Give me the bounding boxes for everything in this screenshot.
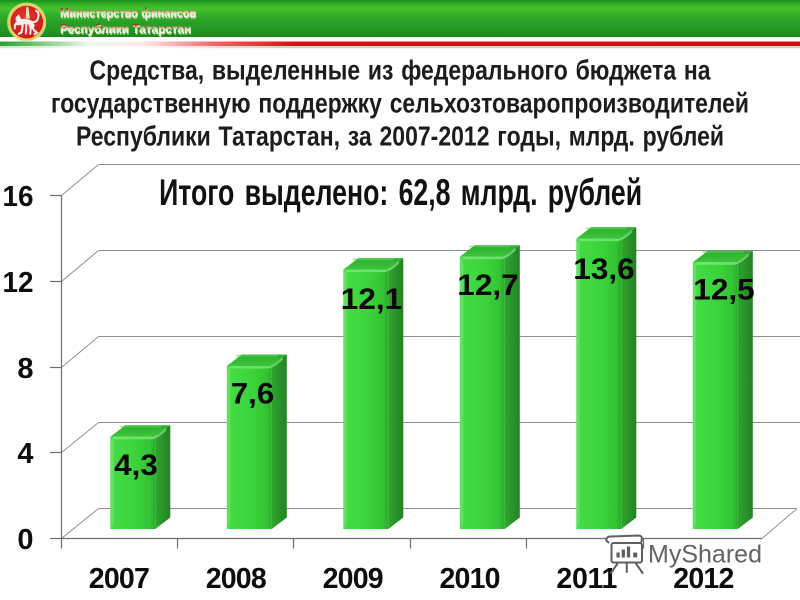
svg-text:финансов: финансов [141,5,196,20]
svg-text:на: на [684,55,711,86]
svg-text:12,5: 12,5 [693,273,754,306]
svg-text:12,7: 12,7 [457,269,518,302]
svg-text:Республики: Республики [60,21,129,36]
svg-text:2011: 2011 [556,563,617,595]
svg-text:сельхозтоваропроизводителей: сельхозтоваропроизводителей [390,88,749,119]
svg-text:Средства,: Средства, [90,55,205,86]
svg-text:выделенные: выделенные [212,55,360,86]
svg-text:Татарстан: Татарстан [133,22,192,37]
svg-text:0: 0 [17,524,33,556]
svg-text:16: 16 [3,181,34,213]
svg-text:федерального: федерального [401,55,568,86]
svg-text:MyShared: MyShared [648,541,762,569]
svg-text:4: 4 [17,438,33,470]
svg-text:бюджета: бюджета [576,55,677,86]
svg-text:за: за [348,121,372,152]
svg-text:Татарстан: Татарстан [132,21,191,36]
svg-text:7,6: 7,6 [231,378,274,411]
svg-text:рублей: рублей [548,172,642,213]
svg-text:Министерство: Министерство [60,5,138,20]
svg-text:годы,: годы, [497,121,561,152]
svg-text:2007-2012: 2007-2012 [380,121,490,152]
svg-text:2009: 2009 [323,563,384,595]
svg-text:Татарстан,: Татарстан, [219,121,341,152]
svg-text:8: 8 [17,353,33,385]
svg-text:2008: 2008 [206,563,267,595]
svg-text:Итого: Итого [159,172,234,213]
svg-text:государственную: государственную [51,88,251,119]
svg-text:Республики: Республики [61,22,130,37]
svg-text:Министерство: Министерство [61,6,139,21]
svg-text:4,3: 4,3 [114,449,157,482]
svg-text:2007: 2007 [89,563,150,595]
svg-text:финансов: финансов [142,6,197,21]
svg-text:62,8: 62,8 [399,172,451,213]
svg-text:Республики: Республики [76,121,211,152]
svg-text:выделено:: выделено: [245,172,389,213]
svg-text:млрд.: млрд. [461,172,538,213]
svg-text:рублей: рублей [643,121,724,152]
svg-text:12: 12 [3,267,34,299]
svg-text:из: из [368,55,394,86]
svg-text:млрд.: млрд. [569,121,635,152]
svg-text:2010: 2010 [440,563,501,595]
svg-text:12,1: 12,1 [341,283,402,316]
svg-text:13,6: 13,6 [573,253,634,286]
svg-text:2012: 2012 [673,563,734,595]
svg-text:поддержку: поддержку [258,88,382,119]
